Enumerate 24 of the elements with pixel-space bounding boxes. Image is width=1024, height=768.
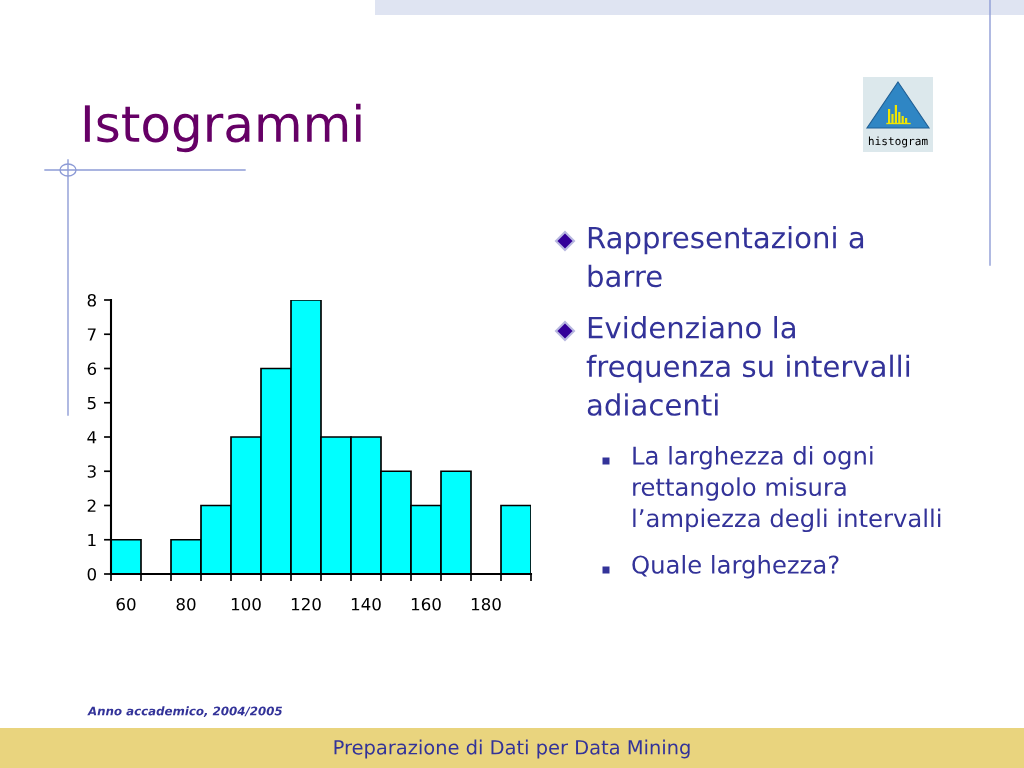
y-tick-label: 1: [88, 533, 96, 547]
x-tick-label: 140: [351, 597, 381, 611]
y-tick-label: 3: [87, 465, 96, 478]
y-tick-label: 0: [87, 567, 96, 581]
text: Preparazione di Dati per Data Mining: [334, 739, 690, 759]
x-tick-label: 80: [176, 597, 196, 611]
y-tick-label: 5: [87, 396, 96, 410]
y-tick-label: 7: [87, 328, 96, 341]
text: histogram: [868, 136, 928, 148]
y-tick-label: 4: [87, 431, 97, 444]
x-tick-label: 180: [471, 597, 501, 611]
text: Anno accademico, 2004/2005: [87, 706, 283, 717]
y-tick-label: 6: [87, 362, 97, 376]
x-tick-label: 100: [231, 597, 261, 611]
x-tick-label: 120: [291, 597, 321, 611]
text: La larghezza di ogni rettangolo misura l’ampiezza degli intervalli: [633, 446, 941, 533]
y-tick-label: 2: [87, 499, 96, 512]
chart-title: Istogrammi: [84, 103, 361, 153]
text: Evidenziano la frequenza su intervalli adiacenti: [586, 316, 910, 416]
y-tick-label: 8: [87, 293, 96, 307]
text: Quale larghezza?: [632, 555, 839, 579]
x-tick-label: 60: [116, 597, 136, 611]
x-tick-label: 160: [411, 597, 441, 611]
text: Rappresentazioni a barre: [588, 226, 864, 288]
